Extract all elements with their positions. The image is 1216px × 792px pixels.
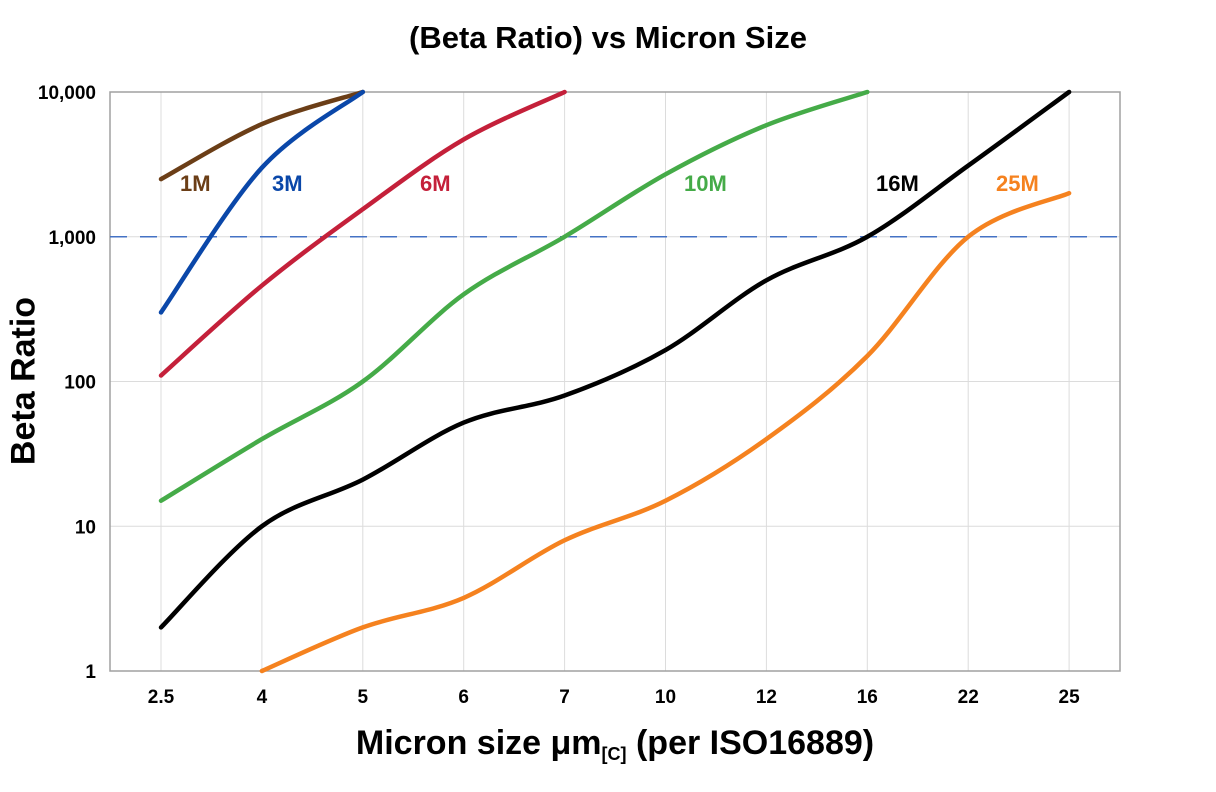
x-tick-label: 7 <box>559 687 570 708</box>
y-tick-label: 1 <box>85 662 96 683</box>
x-tick-label: 12 <box>756 687 777 708</box>
series-label-6M: 6M <box>420 171 451 196</box>
x-tick-label: 10 <box>655 687 676 708</box>
series-line-1M <box>158 89 366 182</box>
x-axis-label-subscript: [C] <box>601 744 627 764</box>
x-tick-label: 25 <box>1059 687 1081 708</box>
series-line-6M <box>158 89 567 378</box>
series-line-25M <box>259 190 1072 674</box>
x-axis-label: Micron size μm[C] (per ISO16889) <box>110 724 1120 765</box>
x-tick-label: 6 <box>458 687 469 708</box>
plot-frame <box>109 91 1121 672</box>
chart-title: (Beta Ratio) vs Micron Size <box>409 20 807 55</box>
series-label-16M: 16M <box>876 171 919 196</box>
series-line-10M <box>158 89 870 504</box>
y-tick-label: 10,000 <box>38 83 96 104</box>
series-label-1M: 1M <box>180 171 211 196</box>
series-label-3M: 3M <box>272 171 303 196</box>
y-tick-label: 100 <box>64 373 96 394</box>
x-tick-label: 2.5 <box>148 687 175 708</box>
x-tick-label: 5 <box>358 687 369 708</box>
y-tick-label: 1,000 <box>48 228 96 249</box>
x-tick-label: 22 <box>958 687 979 708</box>
x-tick-label: 4 <box>257 687 268 708</box>
series-label-10M: 10M <box>684 171 727 196</box>
y-tick-label: 10 <box>75 517 96 538</box>
series-line-16M <box>158 89 1072 630</box>
series-label-25M: 25M <box>996 171 1039 196</box>
x-axis-label-suffix: (per ISO16889) <box>626 724 875 762</box>
series-line-3M <box>158 89 366 315</box>
x-tick-label: 16 <box>857 687 878 708</box>
x-axis-label-main: Micron size μm <box>355 724 602 762</box>
